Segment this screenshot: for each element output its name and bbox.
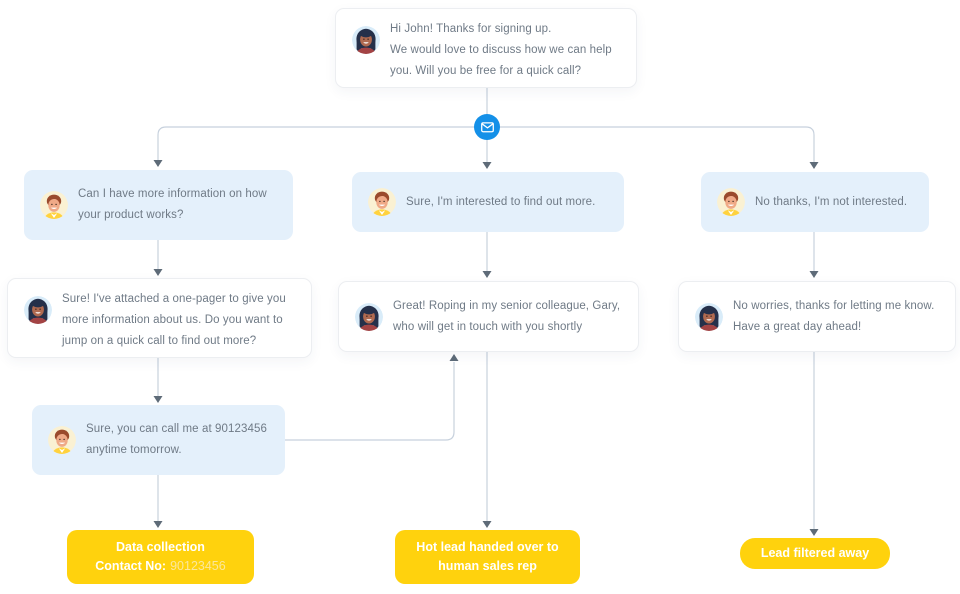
agent-avatar	[695, 303, 723, 331]
contact-value: 90123456	[170, 559, 226, 573]
outcome-contact-line: Contact No: 90123456	[67, 557, 254, 576]
message-text: Sure! I've attached a one-pager to give …	[62, 293, 286, 347]
connector-branch-right	[487, 126, 815, 164]
message-text: Can I have more information on how your …	[78, 188, 267, 221]
message-card-reply-no-worries[interactable]: No worries, thanks for letting me know. …	[678, 281, 956, 352]
message-card-reply-senior-colleague[interactable]: Great! Roping in my senior colleague, Ga…	[338, 281, 639, 352]
customer-avatar	[368, 188, 396, 216]
arrowhead-icon	[153, 160, 163, 167]
mail-icon	[474, 114, 500, 140]
arrowhead-icon	[809, 162, 819, 169]
agent-avatar	[352, 26, 380, 54]
outcome-hot-lead[interactable]: Hot lead handed over to human sales rep	[395, 530, 580, 584]
message-text: Hi John! Thanks for signing up. We would…	[390, 23, 612, 77]
outcome-title: Lead filtered away	[760, 546, 870, 560]
arrowhead-up-icon	[449, 354, 459, 361]
arrowhead-icon	[482, 521, 492, 528]
customer-avatar	[48, 426, 76, 454]
agent-avatar	[24, 296, 52, 324]
message-text: No thanks, I'm not interested.	[755, 195, 908, 208]
message-text: Sure, you can call me at 90123456 anytim…	[86, 423, 268, 456]
arrowhead-icon	[153, 521, 163, 528]
arrowhead-icon	[809, 529, 819, 536]
message-text: Sure, I'm interested to find out more.	[406, 195, 596, 208]
outcome-lead-filtered[interactable]: Lead filtered away	[740, 538, 890, 569]
outcome-title: Data collection	[116, 540, 205, 554]
outcome-data-collection[interactable]: Data collection Contact No: 90123456	[67, 530, 254, 584]
message-text: Great! Roping in my senior colleague, Ga…	[393, 299, 621, 333]
connector-branch-left	[157, 126, 487, 162]
message-card-branch-not-interested[interactable]: No thanks, I'm not interested.	[701, 172, 929, 232]
outcome-title: Hot lead handed over to human sales rep	[416, 540, 559, 573]
arrowhead-icon	[809, 271, 819, 278]
arrowhead-icon	[153, 269, 163, 276]
arrowhead-icon	[153, 396, 163, 403]
message-card-root[interactable]: Hi John! Thanks for signing up. We would…	[335, 8, 637, 88]
message-card-branch-more-info[interactable]: Can I have more information on how your …	[24, 170, 293, 240]
arrowhead-icon	[482, 271, 492, 278]
connector-phone-to-hotlead	[285, 362, 455, 441]
message-card-branch-interested[interactable]: Sure, I'm interested to find out more.	[352, 172, 624, 232]
message-card-phone-number[interactable]: Sure, you can call me at 90123456 anytim…	[32, 405, 285, 475]
agent-avatar	[355, 303, 383, 331]
contact-label: Contact No:	[95, 559, 167, 573]
message-text: No worries, thanks for letting me know. …	[733, 299, 935, 333]
message-card-reply-one-pager[interactable]: Sure! I've attached a one-pager to give …	[7, 278, 312, 358]
customer-avatar	[40, 191, 68, 219]
arrowhead-icon	[482, 162, 492, 169]
customer-avatar	[717, 188, 745, 216]
